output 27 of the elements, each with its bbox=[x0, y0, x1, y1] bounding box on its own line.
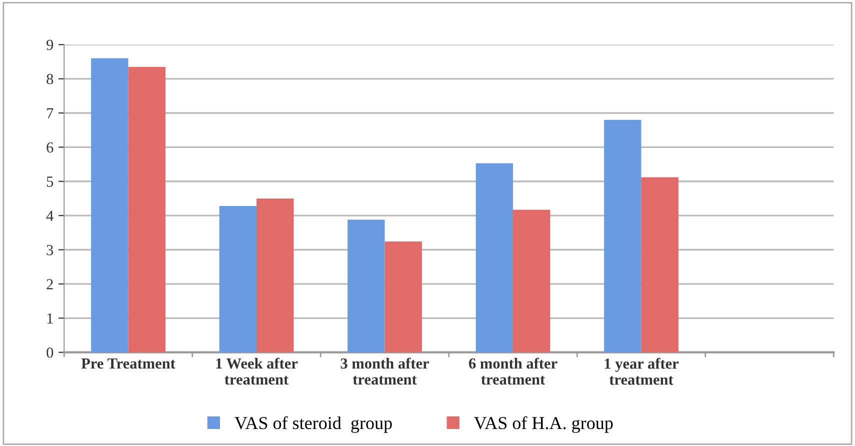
bar bbox=[256, 198, 294, 352]
bar bbox=[219, 206, 256, 352]
y-tick-label: 4 bbox=[46, 210, 54, 221]
y-tick-label: 2 bbox=[46, 279, 53, 290]
y-tick-label: 6 bbox=[46, 142, 54, 153]
bar bbox=[604, 120, 642, 352]
x-tick-label: 1 year after treatment bbox=[604, 358, 679, 385]
y-tick-label: 8 bbox=[46, 74, 54, 84]
y-tick-label: 9 bbox=[46, 40, 54, 50]
y-tick-label: 7 bbox=[47, 108, 54, 118]
legend-label: VAS of H.A. group bbox=[474, 416, 613, 433]
legend-label: VAS of steroid group bbox=[234, 416, 392, 433]
x-tick-label: 6 month after treatment bbox=[468, 358, 558, 385]
x-tick-label: Pre Treatment bbox=[81, 358, 176, 369]
bar bbox=[128, 66, 166, 352]
bar bbox=[641, 177, 678, 352]
y-tick-label: 1 bbox=[47, 313, 53, 324]
bar bbox=[476, 163, 513, 352]
y-tick-label: 0 bbox=[46, 347, 54, 358]
y-tick-label: 3 bbox=[46, 244, 54, 256]
bar bbox=[384, 242, 422, 352]
x-tick-label: 3 month after treatment bbox=[340, 358, 429, 385]
bar bbox=[91, 58, 128, 352]
y-tick-label: 5 bbox=[46, 176, 54, 187]
bar bbox=[348, 220, 385, 352]
x-tick-label: 1 Week after treatment bbox=[216, 358, 298, 385]
bar bbox=[513, 210, 550, 352]
